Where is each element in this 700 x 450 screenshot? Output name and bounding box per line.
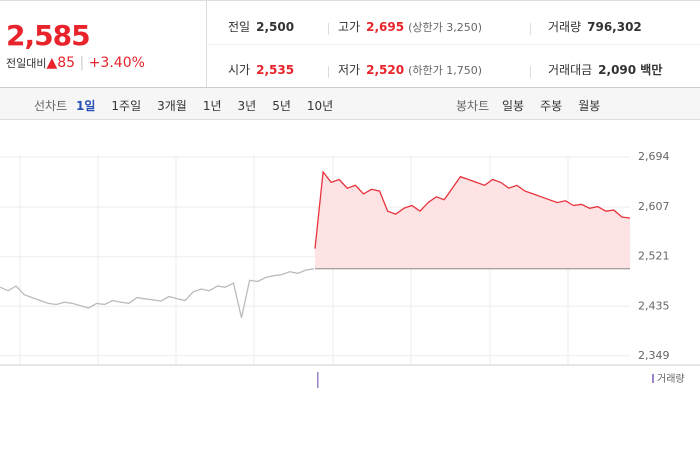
legend-label: 거래량 <box>657 373 685 385</box>
y-tick-label: 2,349 <box>638 349 670 362</box>
price-line <box>314 170 631 249</box>
tab[interactable]: 1일 <box>76 99 96 113</box>
quote-panel: 2,585 전일대비▲85 | +3.40% 전일 2,500 고가 2,695 (상한… <box>0 0 700 88</box>
divider <box>328 66 329 78</box>
y-tick-label: 2,607 <box>638 200 670 213</box>
y-tick-label: 2,521 <box>638 250 670 263</box>
cell-value: 2,090 백만 <box>598 63 663 77</box>
divider <box>530 66 531 78</box>
quote-cell: 고가 2,695 (상한가 3,250) <box>338 18 482 35</box>
cell-label: 고가 <box>338 20 361 34</box>
divider: | <box>79 55 85 71</box>
cell-note: (상한가 3,250) <box>408 21 482 34</box>
area <box>315 172 630 269</box>
tab-bar: 선차트 1일 1주일 3개월 1년 3년 5년 10년 봉차트 일봉 주봉 월봉 <box>0 88 700 120</box>
volume-bar <box>317 372 319 388</box>
legend-swatch <box>652 374 654 383</box>
tab-group-label: 봉차트 <box>456 99 490 113</box>
tab[interactable]: 1년 <box>202 99 222 113</box>
chart: 2,694 2,607 2,521 2,435 2,349 거래량 <box>0 150 700 388</box>
y-tick-label: 2,694 <box>638 150 670 163</box>
change: ▲85 <box>46 55 76 71</box>
price-box: 2,585 전일대비▲85 | +3.40% <box>0 1 207 87</box>
cell-value: 796,302 <box>587 20 642 34</box>
quote-cell: 거래대금 2,090 백만 <box>548 61 662 78</box>
cell-value: 2,695 <box>366 20 405 34</box>
quote-cell: 전일 2,500 <box>228 18 294 35</box>
cell-label: 시가 <box>228 63 251 77</box>
divider <box>328 23 329 35</box>
cell-note: (하한가 1,750) <box>408 64 482 77</box>
tab-group-label: 선차트 <box>34 99 68 113</box>
change-row: 전일대비▲85 | +3.40% <box>6 55 145 71</box>
cell-label: 거래량 <box>548 20 582 34</box>
divider <box>530 23 531 35</box>
tab[interactable]: 5년 <box>272 99 291 113</box>
price: 2,585 <box>6 19 91 52</box>
tab[interactable]: 월봉 <box>578 99 601 113</box>
tab[interactable]: 3년 <box>237 99 257 113</box>
cell-value: 2,535 <box>256 63 295 77</box>
tab[interactable]: 1주일 <box>111 99 142 113</box>
tab[interactable]: 3개월 <box>157 99 187 113</box>
change-pct: +3.40% <box>88 55 145 71</box>
cell-label: 전일 <box>228 20 251 34</box>
cell-value: 2,520 <box>366 63 405 77</box>
tab[interactable]: 10년 <box>306 99 334 113</box>
cell-label: 거래대금 <box>548 63 593 77</box>
row-divider <box>206 44 700 45</box>
tab[interactable]: 일봉 <box>502 99 525 113</box>
change-label: 전일대비 <box>6 57 47 70</box>
tab[interactable]: 주봉 <box>540 99 563 113</box>
y-tick-label: 2,435 <box>638 299 670 312</box>
quote-cell: 거래량 796,302 <box>548 18 642 35</box>
cell-label: 저가 <box>338 63 361 77</box>
cell-value: 2,500 <box>256 20 295 34</box>
price-line <box>0 268 315 318</box>
quote-cell: 저가 2,520 (하한가 1,750) <box>338 61 482 78</box>
quote-cell: 시가 2,535 <box>228 61 294 78</box>
